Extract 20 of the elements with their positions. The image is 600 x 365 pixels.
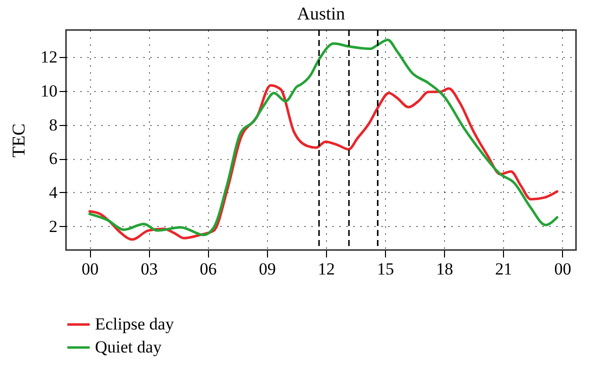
x-tick-label: 18 <box>436 260 454 278</box>
y-axis-title: TEC <box>8 124 28 158</box>
y-tick-label: 4 <box>49 182 58 202</box>
line-series <box>88 38 558 236</box>
chart-title: Austin <box>296 3 346 24</box>
legend-label: Quiet day <box>95 338 162 356</box>
x-tick-label: 00 <box>554 260 572 278</box>
x-tick-label: 00 <box>82 260 99 278</box>
x-tick-label: 03 <box>140 260 158 278</box>
x-tick-label: 15 <box>376 260 394 278</box>
y-tick-label: 6 <box>49 149 58 168</box>
y-tick-label: 8 <box>49 115 58 134</box>
legend-label: Eclipse day <box>95 314 174 334</box>
y-tick-label: 10 <box>40 81 58 100</box>
x-tick-label: 12 <box>318 260 335 278</box>
x-tick-label: 06 <box>200 260 217 278</box>
x-tick-label: 21 <box>495 260 512 278</box>
x-tick-label: 09 <box>258 260 276 278</box>
y-tick-label: 12 <box>40 48 58 67</box>
y-tick-label: 2 <box>49 216 58 236</box>
